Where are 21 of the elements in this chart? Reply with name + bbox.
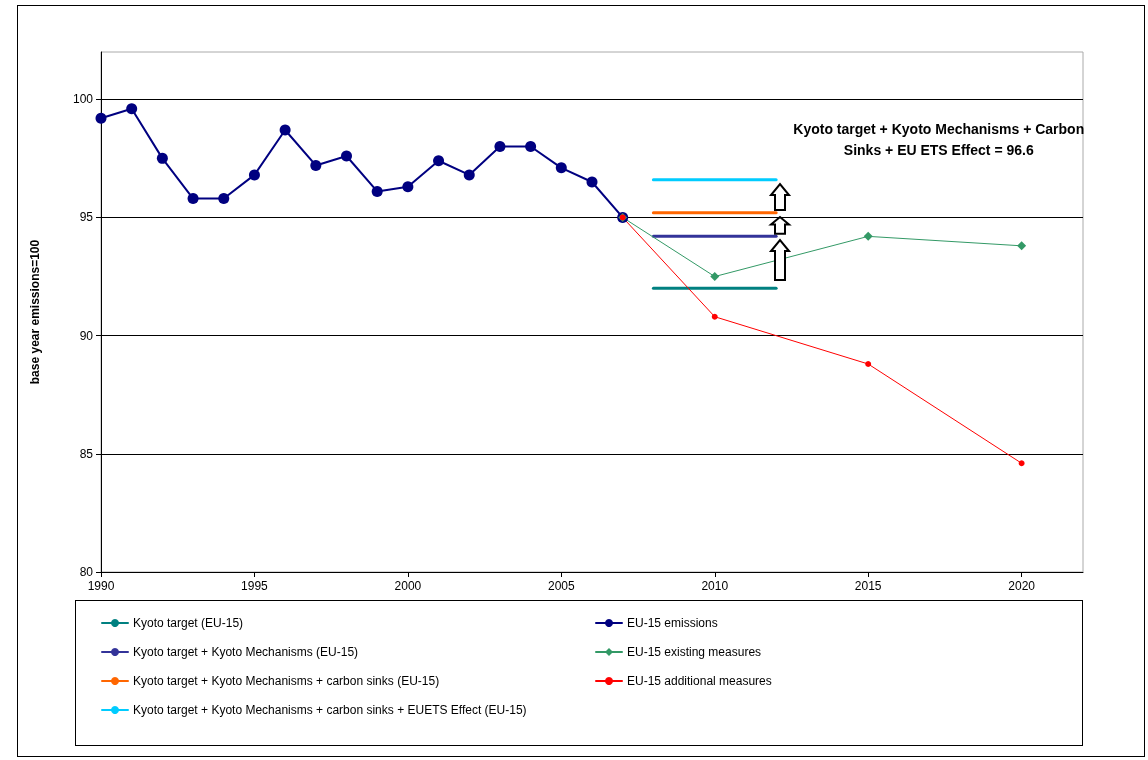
y-tick-label: 80 (79, 565, 94, 579)
y-tick-label: 90 (79, 328, 94, 343)
x-tick-label: 1990 (87, 579, 115, 593)
legend-label: EU-15 additional measures (627, 674, 772, 688)
legend-label: Kyoto target + Kyoto Mechanisms (EU-15) (133, 645, 359, 659)
annotation: Kyoto target + Kyoto Mechanisms + Carbon Sinks + EU ETS Effect = 96.6 (792, 119, 1086, 160)
legend-label: EU-15 emissions (627, 616, 718, 630)
legend-label: EU-15 existing measures (627, 645, 762, 659)
legend-label: Kyoto target + Kyoto Mechanisms + carbon sinks (EU-15) (133, 674, 440, 688)
legend-label: Kyoto target (EU-15) (133, 616, 244, 630)
x-tick-label: 1995 (241, 579, 269, 593)
y-axis-title: base year emissions=100 (28, 239, 42, 385)
x-tick-label: 2020 (1008, 579, 1036, 593)
x-tick-label: 2010 (701, 579, 729, 593)
x-tick-label: 2015 (854, 579, 882, 593)
y-tick-label: 95 (79, 210, 94, 225)
y-tick-label: 85 (79, 446, 94, 461)
legend-label: Kyoto target + Kyoto Mechanisms + carbon sinks + EUETS Effect (EU-15) (133, 703, 527, 717)
y-tick-label: 100 (72, 92, 94, 107)
x-tick-label: 2000 (394, 579, 422, 593)
x-tick-label: 2005 (547, 579, 575, 593)
